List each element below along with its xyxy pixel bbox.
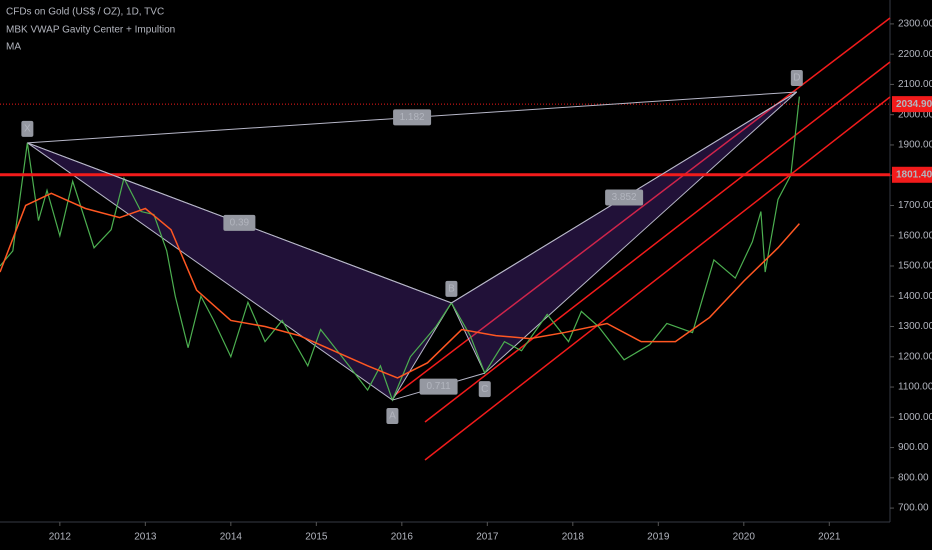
channel-line — [424, 61, 891, 423]
x-tick-label: 2020 — [733, 532, 756, 543]
chart-title: CFDs on Gold (US$ / OZ), 1D, TVC — [6, 7, 164, 18]
y-tick-label: 2300.00 — [898, 19, 932, 30]
price-line — [0, 96, 800, 402]
ratio-label: 0.39 — [230, 218, 250, 229]
plot — [0, 91, 800, 402]
x-tick-label: 2012 — [49, 532, 72, 543]
price-label: 2034.90 — [896, 99, 932, 110]
ratio-label: 0.711 — [426, 381, 451, 392]
price-label: 1801.40 — [896, 169, 932, 180]
x-tick-label: 2018 — [562, 532, 585, 543]
y-tick-label: 2200.00 — [898, 49, 932, 60]
point-box — [445, 280, 458, 297]
x-tick-label: 2019 — [647, 532, 670, 543]
x-tick-label: 2016 — [391, 532, 414, 543]
point-box — [790, 69, 803, 86]
x-tick-label: 2017 — [476, 532, 499, 543]
point-label: C — [481, 384, 488, 395]
y-tick-label: 900.00 — [898, 442, 929, 453]
ratio-box — [605, 189, 644, 206]
point-box — [21, 120, 34, 137]
point-label: D — [793, 73, 800, 84]
point-box — [386, 408, 399, 425]
x-tick-label: 2014 — [220, 532, 243, 543]
ratio-box — [393, 109, 432, 126]
ratio-label: 3.852 — [612, 192, 637, 203]
price-label-bg — [892, 166, 932, 183]
point-label: B — [448, 284, 455, 295]
y-tick-label: 1500.00 — [898, 261, 932, 272]
indicator-label: MBK VWAP Gavity Center + Impultion — [6, 25, 175, 36]
ratio-box — [223, 214, 256, 231]
y-tick-label: 800.00 — [898, 472, 929, 483]
y-tick-label: 2000.00 — [898, 109, 932, 120]
y-tick-label: 1200.00 — [898, 351, 932, 362]
x-tick-label: 2015 — [305, 532, 328, 543]
y-tick-label: 700.00 — [898, 503, 929, 514]
price-label-bg — [892, 96, 932, 113]
y-tick-label: 1400.00 — [898, 291, 932, 302]
point-label: X — [24, 123, 31, 134]
ratio-label: 1.182 — [400, 112, 425, 123]
point-box — [478, 381, 491, 398]
price-line — [0, 192, 800, 379]
x-tick-label: 2013 — [134, 532, 157, 543]
y-tick-label: 1900.00 — [898, 140, 932, 151]
y-tick-label: 1600.00 — [898, 230, 932, 241]
y-tick-label: 1300.00 — [898, 321, 932, 332]
point-label: A — [389, 411, 396, 422]
ratio-box — [419, 378, 458, 395]
legend-entry: MA — [6, 42, 21, 53]
y-tick-label: 2100.00 — [898, 79, 932, 90]
x-tick-label: 2021 — [818, 532, 841, 543]
y-tick-label: 1100.00 — [898, 382, 932, 393]
y-tick-label: 1000.00 — [898, 412, 932, 423]
y-tick-label: 1700.00 — [898, 200, 932, 211]
channel-line — [424, 96, 891, 461]
